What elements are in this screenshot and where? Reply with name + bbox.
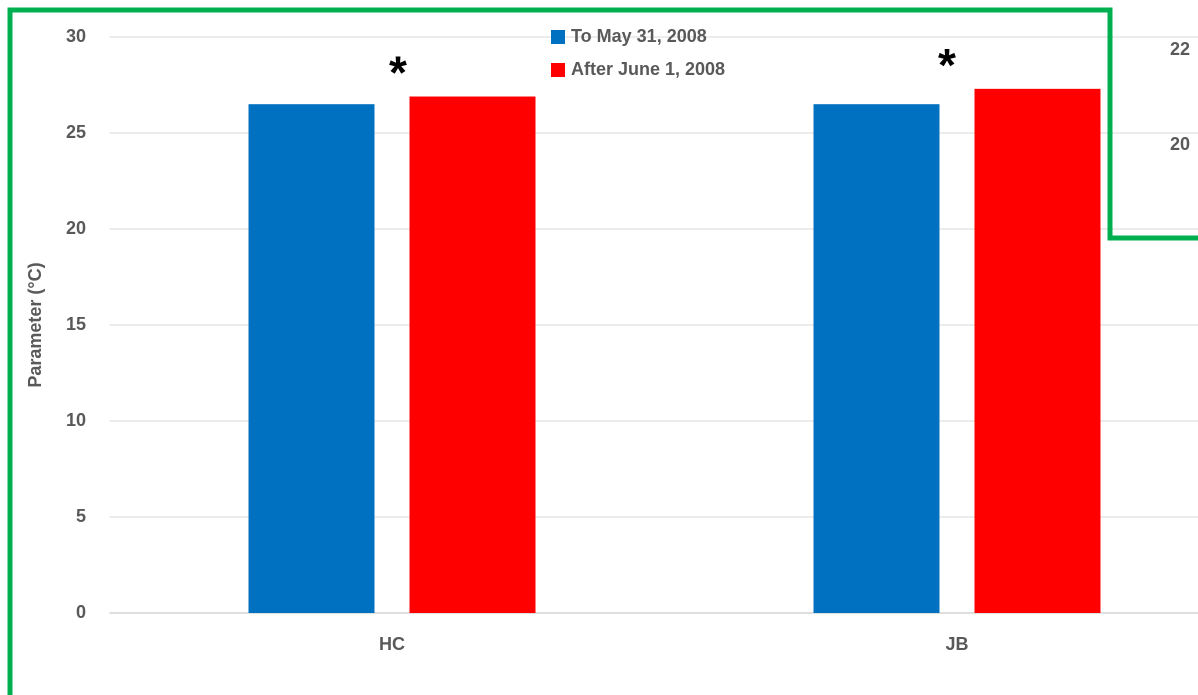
legend-label: To May 31, 2008 xyxy=(571,26,707,46)
y-tick-label: 30 xyxy=(66,26,86,46)
frame-border xyxy=(7,7,1198,695)
y-tick-label: 5 xyxy=(76,506,86,526)
inset-tick-label: 22 xyxy=(1170,39,1190,59)
y-tick-label: 25 xyxy=(66,122,86,142)
y-tick-label: 20 xyxy=(66,218,86,238)
legend-label: After June 1, 2008 xyxy=(571,59,725,79)
x-tick-label: JB xyxy=(945,634,968,654)
bar xyxy=(409,96,536,613)
y-tick-label: 0 xyxy=(76,602,86,622)
bar xyxy=(248,104,375,613)
legend-swatch xyxy=(551,63,565,77)
frame xyxy=(7,7,1198,695)
y-tick-label: 10 xyxy=(66,410,86,430)
bar xyxy=(813,104,940,613)
y-tick-label: 15 xyxy=(66,314,86,334)
bar xyxy=(974,88,1101,614)
inset-tick-label: 20 xyxy=(1170,134,1190,154)
annotation: * xyxy=(389,47,407,99)
y-axis-label: Parameter (°C) xyxy=(25,262,45,387)
legend-swatch xyxy=(551,30,565,44)
x-tick-label: HC xyxy=(379,634,405,654)
annotation: * xyxy=(938,39,956,91)
